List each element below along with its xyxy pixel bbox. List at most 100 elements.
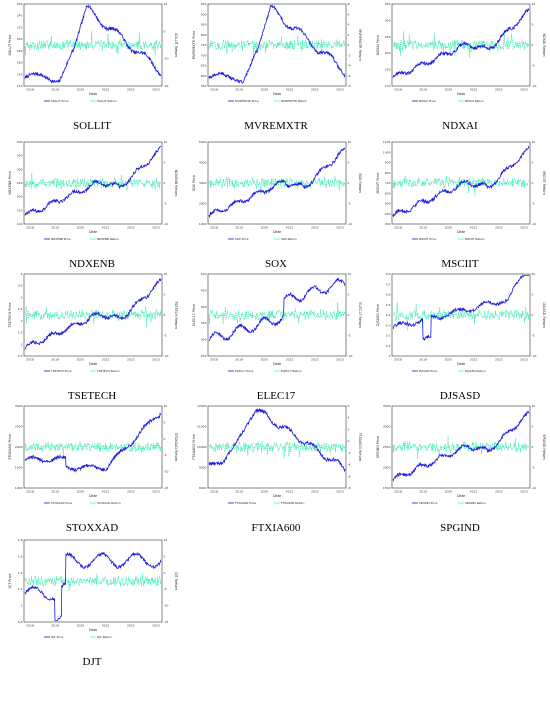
y-tick-right: -8 [348,84,351,88]
legend: DJT Price DJT Return [44,635,112,639]
panel-caption: NDXENB [69,258,115,270]
y-tick-right: 6 [348,404,350,408]
y-tick-right: 4 [348,416,350,420]
y-tick-right: -15 [164,486,169,490]
legend-label-return: NDXENB Return [97,237,119,241]
x-tick: 2018 [26,490,34,494]
x-tick: 2020 [261,88,269,92]
y-tick-right: -8 [348,486,351,490]
x-tick: 2023 [336,88,344,92]
y-label-left: MSCIIT Price [376,173,380,194]
return-series [24,306,162,329]
legend: ELEC17 Price ELEC17 Return [228,369,302,373]
x-tick: 2023 [520,490,528,494]
x-tick: 2021 [102,88,110,92]
panel-caption: NDXAI [442,120,478,132]
y-tick-right: -10 [348,222,353,226]
x-tick: 2018 [394,358,402,362]
x-tick: 2022 [495,226,503,230]
legend: NDXAI Price NDXAI Return [412,99,484,103]
panel-caption: DJSASD [439,390,481,402]
x-tick: 2022 [311,226,319,230]
y-tick-left: 900 [201,12,207,16]
legend-label-return: SPGIND Return [465,501,486,505]
y-label-right: MSCIIT Return [542,171,546,195]
return-series [24,441,162,455]
y-tick-left: 2.5 [18,307,23,311]
x-tick: 2018 [394,226,402,230]
y-label-right: NDXAI Return [542,33,546,56]
y-tick-left: 0.1 [386,344,391,348]
x-tick: 2023 [520,88,528,92]
y-tick-right: 8 [348,2,350,6]
y-tick-left: 650 [201,64,207,68]
y-tick-left: 160 [17,61,23,65]
y-tick-left: 2500 [15,425,23,429]
y-tick-right: -10 [164,470,169,474]
x-label: Date [457,494,465,498]
x-label: Date [273,494,281,498]
y-tick-left: 2 [21,319,23,323]
return-series [208,176,346,195]
return-series [24,31,162,57]
x-tick: 2021 [102,358,110,362]
y-tick-left: 400 [201,305,207,309]
x-tick: 2021 [470,226,478,230]
y-tick-right: -5 [532,466,535,470]
x-tick: 2023 [520,358,528,362]
legend-label-price: ELEC17 Price [235,369,254,373]
y-label-right: SOX Return [358,173,362,192]
price-series [24,551,162,621]
chart-panel: SPGIND Price SPGIND Return 1500 2000 2500 300… [376,404,546,505]
chart-panel: DJT Price DJT Return 0.8 1 1.2 1.4 1.6 1.8 -15 -1… [8,538,178,639]
y-tick-right: -4 [348,463,351,467]
y-tick-left: 1500 [383,486,391,490]
return-series [392,30,530,58]
legend-label-price: DJSASD Price [419,369,438,373]
legend-label-price: MSCIIT Price [419,237,436,241]
y-label-right: ELEC17 Return [358,302,362,327]
y-tick-left: 350 [385,2,391,6]
y-tick-left: 200 [17,195,23,199]
y-tick-left: 200 [385,51,391,55]
x-label: Date [273,92,281,96]
legend-label-price: SPGIND Price [419,501,438,505]
y-tick-right: 2 [348,427,350,431]
x-tick: 2020 [261,226,269,230]
y-tick-right: -10 [532,486,537,490]
plot-frame [23,3,163,87]
y-tick-left: 0.2 [386,334,391,338]
x-tick: 2019 [419,358,427,362]
y-tick-left: 1.5 [18,331,23,335]
y-tick-left: 11000 [197,425,207,429]
y-label-left: ELEC17 Price [192,304,196,326]
panel-caption: STOXXAD [65,522,119,534]
y-tick-right: -5 [348,202,351,206]
x-tick: 2019 [235,358,243,362]
y-tick-right: 2 [348,33,350,37]
return-series [392,436,530,460]
x-tick: 2023 [152,490,160,494]
y-tick-left: 350 [17,154,23,158]
chart-panel: STOXXAD Price STOXXAD Return 1000 1500 2000 2… [8,404,178,505]
x-tick: 2018 [210,490,218,494]
chart-panel: FTXIA600 Price FTXIA600 Return 8000 9000 100… [192,404,362,505]
x-tick: 2022 [311,490,319,494]
y-tick-right: 4 [348,23,350,27]
plot-frame [207,273,347,357]
y-tick-right: -10 [164,354,169,358]
price-series [24,278,162,350]
y-tick-left: 240 [17,14,23,18]
y-label-left: STOXXAD Price [8,434,12,460]
y-tick-right: 5 [164,554,166,558]
y-tick-left: 0.8 [386,272,391,276]
x-tick: 2021 [286,490,294,494]
x-tick: 2020 [77,88,85,92]
y-tick-left: 10000 [197,445,207,449]
y-label-left: TSETECH Price [8,303,12,329]
x-tick: 2020 [445,490,453,494]
y-tick-right: -20 [164,84,169,88]
legend-label-price: SOX Price [235,237,249,241]
y-label-right: MVREMXTR Return [358,29,362,61]
x-tick: 2023 [520,226,528,230]
